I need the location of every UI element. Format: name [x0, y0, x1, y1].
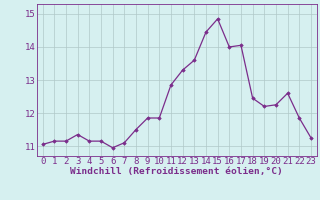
- X-axis label: Windchill (Refroidissement éolien,°C): Windchill (Refroidissement éolien,°C): [70, 167, 283, 176]
